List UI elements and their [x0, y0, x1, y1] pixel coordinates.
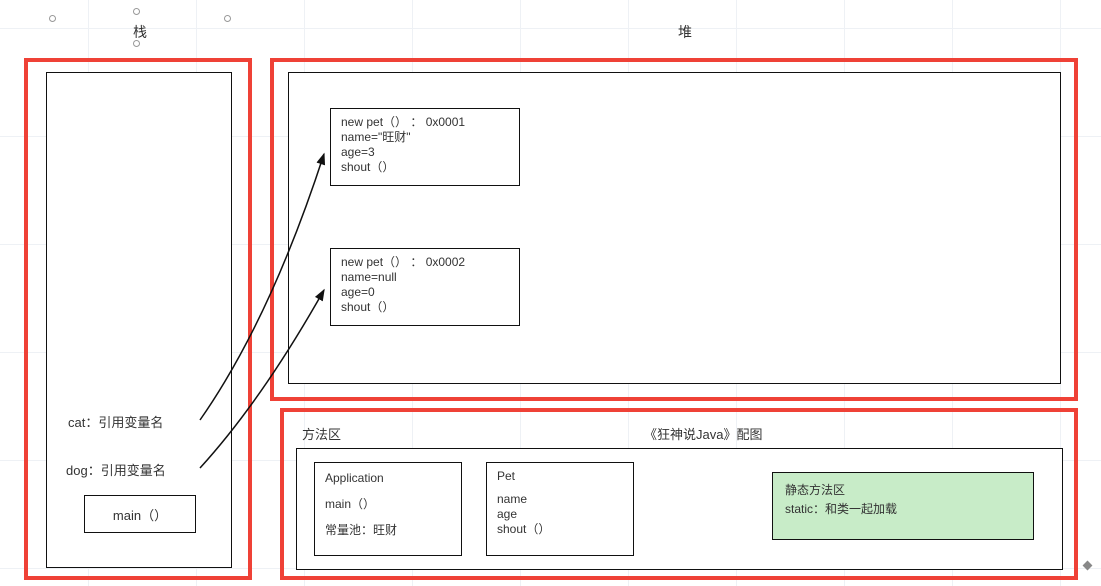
- heap-object-1: new pet（） ： 0x0001 name="旺财" age=3 shout…: [330, 108, 520, 186]
- obj2-age: age=0: [341, 285, 509, 300]
- pet-method: shout（）: [497, 522, 623, 537]
- heap-title: 堆: [655, 22, 715, 42]
- static-method-area-box: 静态方法区 static：和类一起加载: [772, 472, 1034, 540]
- selection-handle: [49, 15, 56, 22]
- pet-field-name: name: [497, 492, 623, 507]
- method-area-subtitle: 《狂神说Java》配图: [644, 424, 762, 443]
- selection-handle: [224, 15, 231, 22]
- method-area-title: 方法区: [302, 424, 341, 443]
- static-desc: static：和类一起加载: [785, 500, 1021, 519]
- obj2-header: new pet（） ： 0x0002: [341, 255, 509, 270]
- static-title: 静态方法区: [785, 481, 1021, 500]
- main-frame-box: main（）: [84, 495, 196, 533]
- main-frame-label: main（）: [113, 505, 167, 524]
- app-name: Application: [325, 469, 451, 487]
- obj1-age: age=3: [341, 145, 509, 160]
- obj2-name: name=null: [341, 270, 509, 285]
- stack-title: 栈: [115, 22, 165, 42]
- app-main: main（）: [325, 495, 451, 513]
- selection-handle: [133, 8, 140, 15]
- pet-class-box: Pet name age shout（）: [486, 462, 634, 556]
- pet-field-age: age: [497, 507, 623, 522]
- obj1-shout: shout（）: [341, 160, 509, 175]
- obj1-header: new pet（） ： 0x0001: [341, 115, 509, 130]
- cat-variable-label: cat：引用变量名: [68, 412, 163, 431]
- obj1-name: name="旺财": [341, 130, 509, 145]
- obj2-shout: shout（）: [341, 300, 509, 315]
- dog-variable-label: dog：引用变量名: [66, 460, 166, 479]
- heap-object-2: new pet（） ： 0x0002 name=null age=0 shout…: [330, 248, 520, 326]
- pet-name: Pet: [497, 469, 623, 484]
- app-pool: 常量池：旺财: [325, 521, 451, 539]
- application-class-box: Application main（） 常量池：旺财: [314, 462, 462, 556]
- stack-inner: [46, 72, 232, 568]
